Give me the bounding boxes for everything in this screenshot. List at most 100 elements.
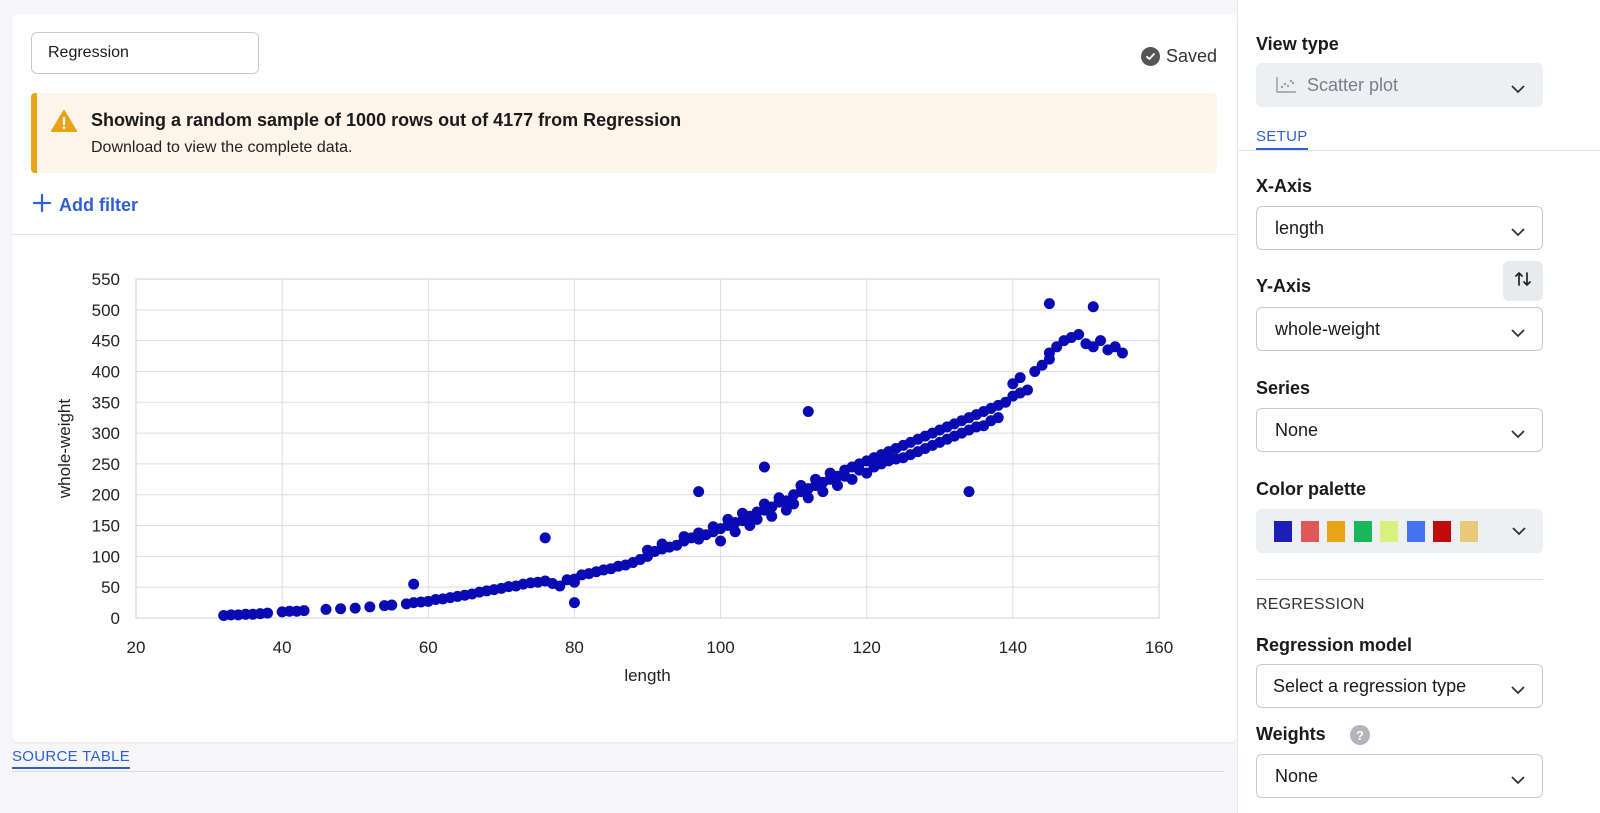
weights-select[interactable]: None xyxy=(1256,754,1543,798)
scatter-point xyxy=(963,486,975,498)
x-tick-label: 160 xyxy=(1145,638,1173,657)
scatter-point xyxy=(744,520,756,532)
regression-model-value: Select a regression type xyxy=(1273,675,1467,696)
warning-subtitle: Download to view the complete data. xyxy=(91,139,353,156)
regression-model-select[interactable]: Select a regression type xyxy=(1256,664,1543,708)
scatter-chart: 0 50 100 150 200 250 300 350 400 450 500 550 20 40 60 8… xyxy=(12,254,1237,724)
scatter-point xyxy=(729,526,741,538)
scatter-point xyxy=(1109,341,1121,353)
chart-svg: 0 50 100 150 200 250 300 350 400 450 500 550 20 40 60 8… xyxy=(55,270,1173,685)
scatter-point xyxy=(846,473,858,485)
scatter-point xyxy=(780,504,792,516)
y-tick-label: 350 xyxy=(92,393,120,412)
palette-swatch xyxy=(1327,521,1345,542)
y-axis-label: Y-Axis xyxy=(1256,276,1312,296)
series-select[interactable]: None xyxy=(1256,408,1543,452)
series-value: None xyxy=(1275,419,1319,440)
y-tick-label: 400 xyxy=(92,362,120,381)
scatter-point xyxy=(320,603,332,615)
x-tick-label: 80 xyxy=(565,638,584,657)
view-type-value: Scatter plot xyxy=(1307,74,1399,95)
scatter-point xyxy=(751,513,763,525)
saved-status: Saved xyxy=(1140,46,1217,67)
add-filter-button[interactable]: Add filter xyxy=(32,193,138,217)
x-tick-label: 140 xyxy=(999,638,1027,657)
x-axis-title: length xyxy=(624,666,670,685)
scatter-point xyxy=(766,510,778,522)
scatter-point xyxy=(715,535,727,547)
swap-axes-button[interactable] xyxy=(1503,261,1543,301)
scatter-point xyxy=(861,467,873,479)
chevron-down-icon xyxy=(1511,524,1527,542)
scatter-point xyxy=(1095,335,1107,347)
scatter-point xyxy=(1036,359,1048,371)
y-tick-label: 450 xyxy=(92,332,120,351)
visualization-name-input[interactable] xyxy=(31,32,259,74)
chevron-down-icon xyxy=(1510,770,1526,791)
settings-panel: View type Scatter plot SETUP X-Axis leng… xyxy=(1237,0,1600,813)
plus-icon xyxy=(32,193,52,217)
y-tick-label: 0 xyxy=(111,609,120,628)
palette-swatch xyxy=(1300,521,1319,542)
palette-swatch xyxy=(1433,521,1451,542)
y-axis-select[interactable]: whole-weight xyxy=(1256,307,1543,351)
left-area: Saved Showing a random sample of 1000 ro… xyxy=(12,14,1237,772)
saved-label: Saved xyxy=(1165,46,1217,66)
scatter-point xyxy=(1043,347,1055,359)
y-tick-label: 550 xyxy=(92,270,120,289)
scatter-point xyxy=(1087,301,1099,313)
scatter-point xyxy=(1087,341,1099,353)
chevron-down-icon xyxy=(1510,680,1526,701)
setup-divider xyxy=(1238,150,1600,151)
tab-source-table[interactable]: SOURCE TABLE xyxy=(12,748,131,769)
x-tick-label: 40 xyxy=(273,638,292,657)
scatter-point xyxy=(1073,328,1085,340)
scatter-point xyxy=(408,578,420,590)
scatter-point xyxy=(1043,298,1055,310)
scatter-point xyxy=(802,492,814,504)
x-axis-label: X-Axis xyxy=(1256,176,1313,196)
weights-value: None xyxy=(1275,765,1319,786)
scatter-point xyxy=(262,607,274,619)
visualization-card: Saved Showing a random sample of 1000 ro… xyxy=(12,14,1237,742)
scatter-point xyxy=(568,576,580,588)
scatter-point xyxy=(1007,378,1019,390)
scatter-point xyxy=(1051,341,1063,353)
palette-swatch xyxy=(1406,521,1425,542)
weights-label: Weights xyxy=(1256,724,1326,744)
warning-icon xyxy=(51,109,77,138)
plot-frame xyxy=(135,278,1160,619)
palette-swatch xyxy=(1274,521,1292,542)
y-axis-value: whole-weight xyxy=(1275,318,1381,339)
tab-setup[interactable]: SETUP xyxy=(1256,128,1308,150)
x-axis-select[interactable]: length xyxy=(1256,206,1543,250)
palette-swatch xyxy=(1380,521,1398,542)
regression-heading: REGRESSION xyxy=(1256,596,1365,613)
y-tick-label: 200 xyxy=(92,486,120,505)
color-palette-select[interactable] xyxy=(1256,509,1543,553)
section-divider xyxy=(1256,579,1543,580)
color-palette-label: Color palette xyxy=(1256,479,1367,499)
y-tick-label: 250 xyxy=(92,455,120,474)
chevron-down-icon xyxy=(1510,323,1526,344)
scatter-point xyxy=(298,605,310,617)
x-tick-label: 60 xyxy=(419,638,438,657)
scatter-plot-icon xyxy=(1275,76,1297,94)
x-tick-label: 20 xyxy=(127,638,146,657)
scatter-point xyxy=(364,601,376,613)
scatter-point xyxy=(568,597,580,609)
scatter-point xyxy=(554,580,566,592)
view-type-select[interactable]: Scatter plot xyxy=(1256,63,1543,107)
scatter-point xyxy=(817,486,829,498)
add-filter-label: Add filter xyxy=(59,195,138,215)
chevron-down-icon xyxy=(1510,79,1526,100)
x-tick-label: 100 xyxy=(706,638,734,657)
scatter-point xyxy=(539,532,551,544)
help-icon[interactable]: ? xyxy=(1350,725,1370,745)
series-label: Series xyxy=(1256,378,1311,398)
scatter-point xyxy=(802,406,814,418)
card-divider xyxy=(12,234,1237,235)
x-axis-value: length xyxy=(1275,217,1325,238)
scatter-point xyxy=(1021,384,1033,396)
scatter-point xyxy=(1014,372,1026,384)
